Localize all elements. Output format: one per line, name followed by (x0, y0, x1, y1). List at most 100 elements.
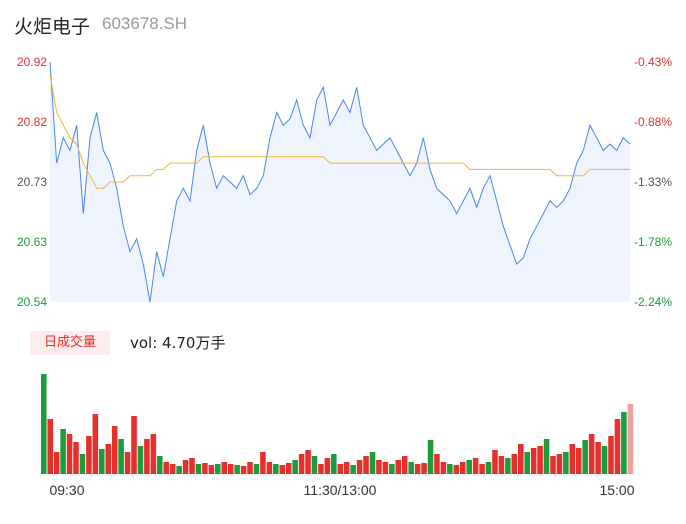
volume-bar (550, 456, 556, 474)
volume-bar (563, 452, 569, 474)
y-right-tick-label: -0.43% (634, 55, 672, 69)
volume-bar (511, 454, 518, 474)
volume-bar (459, 462, 466, 474)
volume-bar (144, 439, 150, 474)
volume-bar (447, 464, 453, 474)
volume-bar (311, 456, 318, 474)
volume-bar (163, 462, 170, 474)
volume-bar (169, 464, 176, 474)
volume-bar (440, 462, 447, 474)
volume-bar (363, 456, 369, 474)
volume-bar (569, 444, 576, 474)
volume-bar (575, 448, 582, 474)
y-left-tick-label: 20.54 (17, 295, 47, 309)
volume-bar (111, 426, 118, 474)
y-left-tick-label: 20.92 (17, 55, 47, 69)
volume-bar (401, 456, 408, 474)
volume-readout: vol: 4.70万手 (130, 334, 226, 352)
volume-bar (543, 439, 550, 474)
volume-bar (182, 460, 189, 474)
volume-bar (273, 464, 279, 474)
volume-bar (99, 449, 105, 474)
volume-bar (434, 454, 440, 474)
volume-bar (292, 460, 298, 474)
x-tick-label: 15:00 (599, 482, 634, 498)
volume-bar (118, 439, 124, 474)
volume-chart: 09:30 11:30/13:00 15:00 (41, 374, 635, 498)
volume-bar (395, 460, 402, 474)
volume-bar (505, 458, 511, 474)
volume-tab[interactable]: 日成交量 (30, 331, 110, 355)
volume-bar (356, 460, 363, 474)
volume-bar (195, 464, 202, 474)
volume-bar (498, 456, 505, 474)
volume-bar (485, 462, 492, 474)
price-area (50, 62, 630, 302)
volume-bar (537, 446, 543, 474)
volume-bar (337, 464, 344, 474)
volume-bar (427, 440, 434, 474)
y-right-tick-label: -0.88% (634, 115, 672, 129)
volume-bar (530, 448, 537, 474)
volume-bar (202, 463, 208, 474)
volume-bar (157, 456, 163, 474)
volume-bar (601, 446, 608, 474)
volume-bar (582, 440, 588, 474)
volume-bar (614, 419, 621, 474)
volume-bar (221, 462, 228, 474)
volume-bar (215, 464, 221, 474)
volume-bar (176, 466, 182, 474)
volume-bar (382, 462, 389, 474)
volume-bar (227, 464, 234, 474)
volume-bar (524, 452, 530, 474)
volume-bar (47, 419, 53, 474)
volume-bar (266, 462, 273, 474)
volume-bar (408, 462, 414, 474)
price-chart: 20.92 20.82 20.73 20.63 20.54 -0.43% -0.88% -1… (17, 55, 672, 309)
volume-bar (627, 404, 634, 474)
volume-bar (150, 434, 157, 474)
volume-bar (453, 465, 460, 474)
volume-bar (53, 452, 60, 474)
volume-bar (66, 434, 73, 474)
price-line (49, 61, 631, 303)
volume-bar (414, 464, 421, 474)
volume-bar (285, 463, 292, 474)
volume-bar (253, 464, 260, 474)
volume-bar (298, 454, 305, 474)
volume-bar (137, 446, 144, 474)
volume-bar (305, 450, 311, 474)
y-right-tick-label: -2.24% (634, 295, 672, 309)
volume-bar (79, 454, 86, 474)
volume-bar (343, 462, 350, 474)
y-right-tick-label: -1.33% (634, 175, 672, 189)
volume-bar (324, 458, 331, 474)
volume-bar (105, 444, 112, 474)
volume-bar (41, 374, 47, 474)
volume-bar (240, 466, 247, 474)
y-left-tick-label: 20.73 (17, 175, 47, 189)
volume-bar (588, 434, 595, 474)
stock-name: 火炬电子 (14, 16, 91, 38)
volume-bar (556, 454, 563, 474)
volume-bar (369, 452, 376, 474)
volume-bar (621, 412, 627, 474)
volume-bar (247, 462, 253, 474)
stock-code: 603678.SH (102, 14, 188, 33)
volume-bar (517, 444, 524, 474)
volume-bar (86, 436, 92, 474)
volume-bar (608, 436, 614, 474)
volume-bar (124, 452, 131, 474)
volume-bar (189, 458, 195, 474)
volume-bar (318, 464, 324, 474)
volume-bar (260, 452, 266, 474)
volume-bar (376, 460, 382, 474)
volume-bar (389, 464, 395, 474)
volume-bar (92, 414, 99, 474)
y-left-tick-label: 20.82 (17, 115, 47, 129)
volume-bar (60, 429, 66, 474)
volume-bar (350, 465, 356, 474)
volume-bar (492, 450, 498, 474)
y-right-tick-label: -1.78% (634, 235, 672, 249)
volume-bar (466, 460, 472, 474)
